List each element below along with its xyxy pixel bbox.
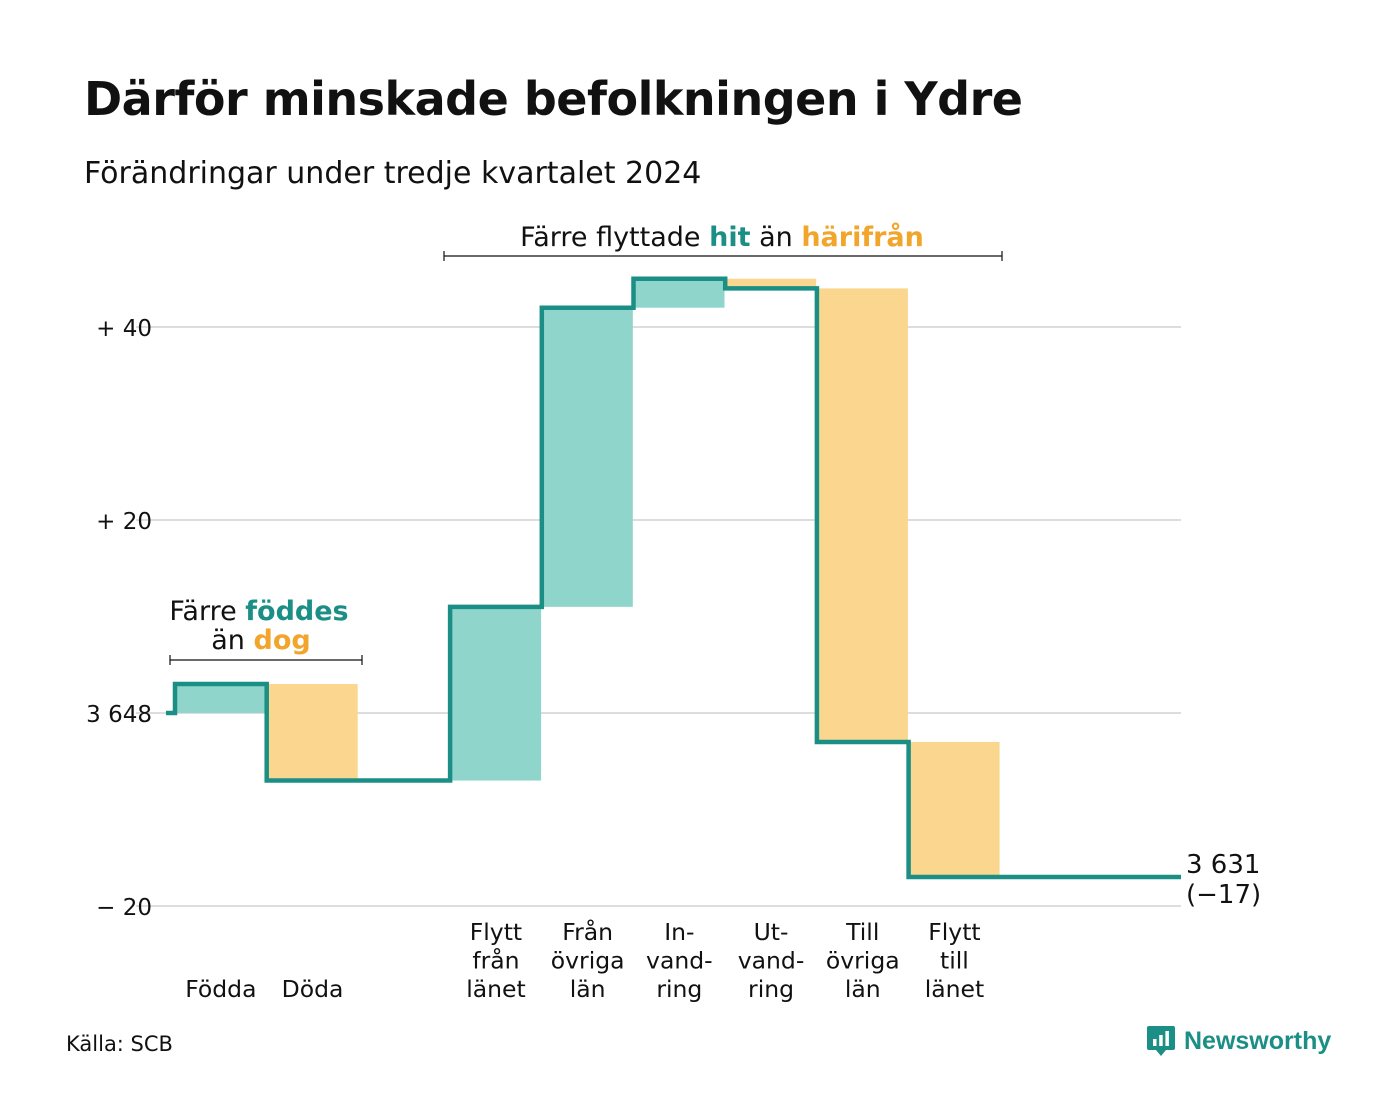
waterfall-bar	[266, 684, 358, 781]
x-category-label: ring	[656, 975, 702, 1003]
deaths-annotation-prefix: än	[211, 625, 253, 656]
x-category-label: Flytt	[928, 918, 980, 946]
x-category-label: ring	[748, 975, 794, 1003]
waterfall-bar	[908, 741, 1000, 878]
x-category-label: länet	[925, 975, 985, 1003]
x-category-label: Från	[562, 918, 613, 946]
newsworthy-logo-icon	[1147, 1026, 1175, 1056]
grid-lines	[136, 326, 1181, 907]
deaths-annotation-highlight: dog	[254, 625, 311, 656]
svg-text:Färre föddes: Färre föddes	[169, 596, 348, 627]
waterfall-bar	[450, 606, 542, 781]
x-category-label: Till	[845, 918, 879, 946]
y-tick-labels: − 20 3 648 + 20 + 40	[86, 316, 152, 921]
x-category-label: länet	[466, 975, 526, 1003]
births-annotation-prefix: Färre	[169, 596, 245, 627]
x-category-label: från	[472, 947, 519, 975]
x-category-labels: Födda DödaFlyttfrånlänetFrånövrigalänIn-v…	[185, 918, 984, 1003]
y-tick-label: − 20	[96, 895, 152, 921]
waterfall-bars	[175, 278, 1000, 878]
chart-title: Därför minskade befolkningen i Ydre	[84, 72, 1023, 126]
x-category-label: till	[940, 947, 969, 975]
chart-subtitle: Förändringar under tredje kvartalet 2024	[84, 156, 702, 191]
births-annotation: Färre föddes än dog	[169, 596, 363, 665]
x-category-label: Ut-	[754, 918, 789, 946]
x-category-label: län	[845, 975, 881, 1003]
migration-annotation-hit: hit	[709, 222, 750, 253]
x-category-label: övriga	[826, 947, 900, 975]
x-category-label: Döda	[282, 975, 344, 1003]
running-total-line	[166, 276, 1181, 880]
newsworthy-logo: Newsworthy	[1146, 1024, 1331, 1058]
x-category-label: vand-	[738, 947, 805, 975]
x-category-label: In-	[664, 918, 694, 946]
migration-annotation-harifran: härifrån	[801, 221, 924, 253]
y-tick-label: + 20	[96, 509, 152, 535]
waterfall-bar	[175, 684, 266, 713]
waterfall-bar	[725, 278, 817, 289]
y-tick-label: + 40	[96, 316, 152, 342]
x-category-label: Födda	[185, 975, 256, 1003]
migration-annotation: Färre flyttade hit än härifrån	[443, 221, 1003, 261]
waterfall-bar	[633, 278, 725, 308]
births-annotation-highlight: föddes	[245, 596, 348, 627]
waterfall-bar	[816, 288, 908, 742]
migration-annotation-middle: än	[751, 222, 802, 253]
source-note: Källa: SCB	[66, 1032, 173, 1056]
end-change-label: (−17)	[1186, 880, 1261, 910]
x-category-label: övriga	[551, 947, 625, 975]
x-category-label: län	[570, 975, 606, 1003]
migration-annotation-prefix: Färre flyttade	[520, 222, 709, 253]
x-category-label: vand-	[646, 947, 713, 975]
svg-text:Färre flyttade hit än härifrån: Färre flyttade hit än härifrån	[520, 221, 924, 253]
newsworthy-logo-text: Newsworthy	[1184, 1026, 1332, 1055]
x-category-label: Flytt	[470, 918, 522, 946]
y-tick-label: 3 648	[86, 702, 152, 728]
svg-text:än dog: än dog	[211, 625, 310, 656]
waterfall-bar	[541, 307, 633, 607]
end-value-label: 3 631	[1186, 850, 1260, 880]
